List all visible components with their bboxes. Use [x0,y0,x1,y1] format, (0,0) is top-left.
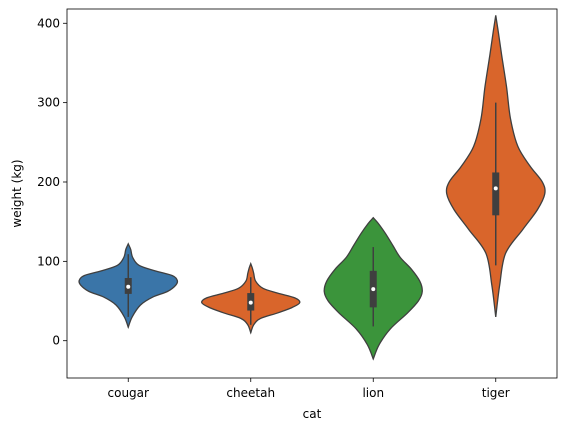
y-tick-label: 0 [52,334,60,348]
x-tick-label: lion [362,386,384,400]
violin-median-dot [248,300,253,305]
x-tick-label: cheetah [226,386,275,400]
y-tick-label: 300 [37,96,60,110]
y-tick-label: 200 [37,175,60,189]
violin-iqr-box [492,172,500,216]
x-axis-label: cat [303,407,322,421]
y-tick-label: 100 [37,254,60,268]
x-axis-ticks: cougar cheetah lion tiger [108,378,510,400]
violin-cheetah [201,261,301,335]
violin-median-dot [371,287,376,292]
x-tick-label: cougar [108,386,150,400]
violin-median-dot [126,284,131,289]
y-axis-label: weight (kg) [10,159,24,227]
x-tick-label: tiger [482,386,510,400]
plot-frame [66,8,558,379]
y-axis-ticks: 0 100 200 300 400 [37,16,67,348]
violin-median-dot [493,186,498,191]
violins [78,15,546,361]
violin-cougar [78,242,179,330]
violin-tiger [445,15,546,317]
y-tick-label: 400 [37,16,60,30]
violin-lion [323,216,423,361]
